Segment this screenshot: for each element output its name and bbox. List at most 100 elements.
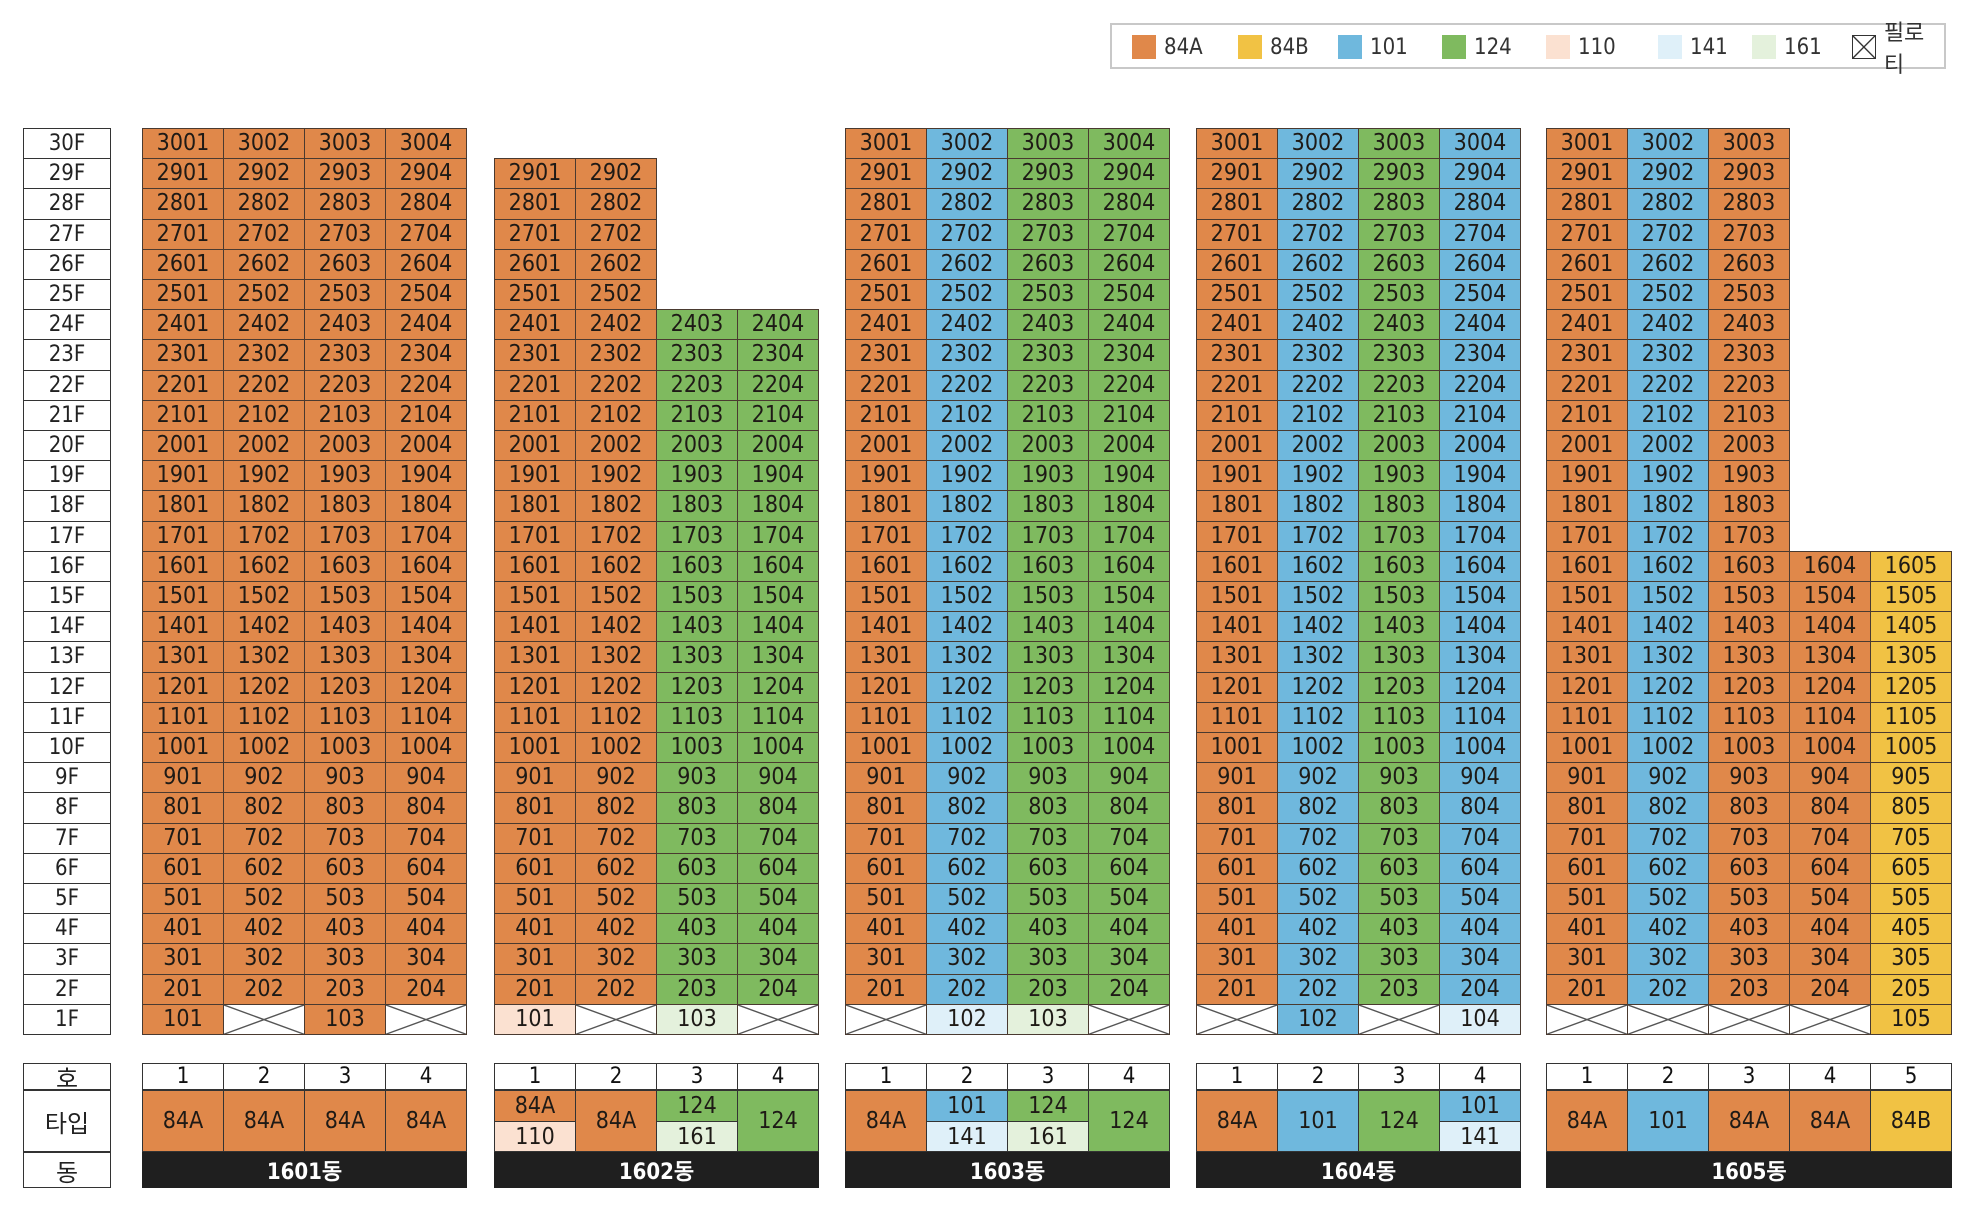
unit-cell: 504 <box>1088 883 1170 915</box>
unit-cell: 2802 <box>223 188 305 220</box>
unit-cell: 2101 <box>494 399 576 431</box>
unit-cell: 2102 <box>926 399 1008 431</box>
unit-cell: 2504 <box>385 279 467 311</box>
unit-cell: 2102 <box>1627 399 1709 431</box>
unit-cell: 1603 <box>1007 550 1089 582</box>
unit-cell: 1404 <box>1088 611 1170 643</box>
unit-cell: 1302 <box>926 641 1008 673</box>
unit-cell: 1601 <box>1196 550 1278 582</box>
unit-cell: 2901 <box>1546 158 1628 190</box>
ho-number: 3 <box>1358 1063 1440 1090</box>
unit-cell: 903 <box>1358 762 1440 794</box>
unit-cell: 301 <box>494 943 576 975</box>
legend-swatch <box>1852 35 1876 59</box>
unit-cell: 1003 <box>656 732 738 764</box>
unit-cell: 3001 <box>845 128 927 160</box>
unit-cell: 302 <box>575 943 657 975</box>
piloti-cross-icon <box>576 1005 656 1034</box>
unit-cell: 1902 <box>1627 460 1709 492</box>
unit-cell: 2504 <box>1088 279 1170 311</box>
piloti-cross-icon <box>1089 1005 1169 1034</box>
unit-cell: 1604 <box>1439 550 1521 582</box>
unit-cell: 2804 <box>1088 188 1170 220</box>
unit-cell: 1402 <box>1277 611 1359 643</box>
type-cell: 84A <box>845 1090 927 1152</box>
floor-label: 25F <box>23 279 111 311</box>
unit-cell: 803 <box>1007 792 1089 824</box>
unit-cell: 1903 <box>1358 460 1440 492</box>
unit-cell: 504 <box>1439 883 1521 915</box>
unit-cell: 904 <box>737 762 819 794</box>
unit-cell: 1603 <box>304 550 386 582</box>
unit-cell: 2402 <box>1277 309 1359 341</box>
unit-cell: 2002 <box>926 430 1008 462</box>
ho-number: 3 <box>1708 1063 1790 1090</box>
unit-cell: 2702 <box>575 218 657 250</box>
unit-cell: 1104 <box>385 701 467 733</box>
unit-cell: 1601 <box>142 550 224 582</box>
unit-cell: 1205 <box>1870 671 1952 703</box>
unit-cell: 2701 <box>142 218 224 250</box>
type-cell: 101 <box>1439 1090 1521 1122</box>
unit-cell: 1901 <box>494 460 576 492</box>
unit-cell: 2604 <box>1088 248 1170 280</box>
unit-cell: 2104 <box>385 399 467 431</box>
piloti-cell <box>737 1003 819 1035</box>
floor-label: 23F <box>23 339 111 371</box>
unit-cell: 801 <box>1546 792 1628 824</box>
unit-cell: 1803 <box>304 490 386 522</box>
unit-cell: 2902 <box>223 158 305 190</box>
unit-cell: 1204 <box>385 671 467 703</box>
unit-cell: 1002 <box>575 732 657 764</box>
unit-cell: 1903 <box>1708 460 1790 492</box>
unit-cell: 303 <box>304 943 386 975</box>
legend-label: 필로티 <box>1883 21 1925 78</box>
unit-cell: 2702 <box>1627 218 1709 250</box>
floor-label: 29F <box>23 158 111 190</box>
unit-cell: 1804 <box>385 490 467 522</box>
unit-cell: 1801 <box>142 490 224 522</box>
unit-cell: 402 <box>575 913 657 945</box>
unit-cell: 1603 <box>656 550 738 582</box>
unit-cell: 1802 <box>223 490 305 522</box>
piloti-cell <box>223 1003 305 1035</box>
unit-cell: 2704 <box>1439 218 1521 250</box>
unit-cell: 2403 <box>656 309 738 341</box>
ho-number: 4 <box>1439 1063 1521 1090</box>
unit-cell: 2501 <box>494 279 576 311</box>
unit-cell: 403 <box>656 913 738 945</box>
unit-cell: 1601 <box>845 550 927 582</box>
unit-cell: 2503 <box>1007 279 1089 311</box>
unit-cell: 1404 <box>1439 611 1521 643</box>
unit-cell: 502 <box>575 883 657 915</box>
unit-cell: 2601 <box>142 248 224 280</box>
unit-cell: 1701 <box>494 520 576 552</box>
legend-item-84A: 84A <box>1132 34 1203 60</box>
unit-cell: 1203 <box>1007 671 1089 703</box>
unit-cell: 1102 <box>1627 701 1709 733</box>
piloti-cross-icon <box>738 1005 818 1034</box>
legend-label: 84A <box>1164 34 1203 60</box>
unit-cell: 2001 <box>494 430 576 462</box>
unit-cell: 2402 <box>1627 309 1709 341</box>
unit-cell: 703 <box>1708 822 1790 854</box>
unit-cell: 2802 <box>926 188 1008 220</box>
unit-cell: 1003 <box>1708 732 1790 764</box>
unit-cell: 1302 <box>223 641 305 673</box>
unit-cell: 203 <box>304 973 386 1005</box>
unit-cell: 1804 <box>1439 490 1521 522</box>
ho-number: 1 <box>494 1063 576 1090</box>
unit-cell: 1802 <box>1277 490 1359 522</box>
unit-cell: 2201 <box>1196 369 1278 401</box>
unit-cell: 3004 <box>1088 128 1170 160</box>
unit-cell: 1704 <box>737 520 819 552</box>
unit-cell: 1504 <box>1789 581 1871 613</box>
unit-cell: 603 <box>1358 852 1440 884</box>
unit-cell: 103 <box>304 1003 386 1035</box>
unit-cell: 1202 <box>575 671 657 703</box>
unit-cell: 2601 <box>494 248 576 280</box>
ho-number: 1 <box>142 1063 224 1090</box>
unit-cell: 402 <box>926 913 1008 945</box>
unit-cell: 1103 <box>1358 701 1440 733</box>
unit-cell: 1003 <box>1358 732 1440 764</box>
